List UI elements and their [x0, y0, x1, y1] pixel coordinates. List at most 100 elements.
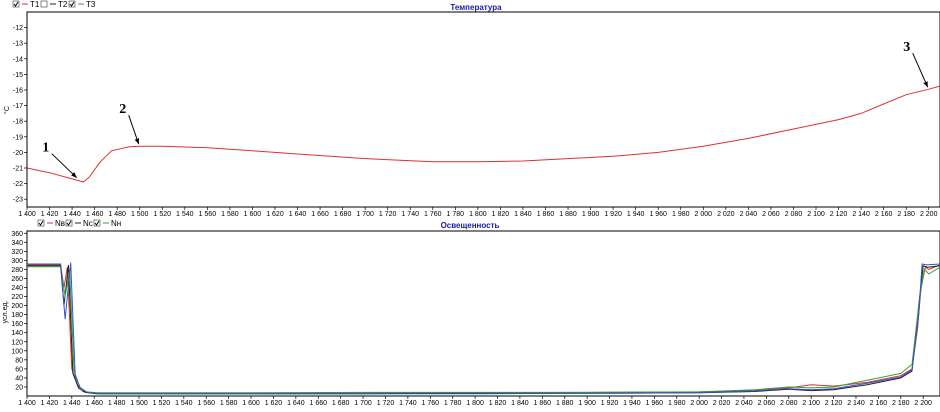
x-tick-label: 1 600: [242, 400, 260, 407]
x-tick-label: 2 180: [897, 211, 915, 218]
legend-checkbox[interactable]: [68, 0, 76, 8]
y-tick-label: 240: [11, 285, 23, 292]
arrowhead-icon: [134, 138, 140, 145]
series-line-nн: [27, 266, 940, 394]
x-tick-label: 2 020: [713, 400, 731, 407]
temperature-series: [26, 85, 940, 183]
x-tick-label: 1 820: [492, 211, 510, 218]
x-tick-label: 1 740: [399, 400, 417, 407]
x-tick-label: 1 580: [220, 400, 238, 407]
x-tick-label: 1 440: [63, 211, 81, 218]
x-tick-label: 1 860: [534, 400, 552, 407]
x-tick-label: 1 440: [63, 400, 81, 407]
legend-item-nн[interactable]: Nн: [93, 219, 121, 228]
x-tick-label: 2 060: [758, 400, 776, 407]
illumination-y-ticks: 360 340 320 300 280 260 240 220 200 180 160 140 120 1…: [11, 231, 27, 391]
x-tick-label: 1 560: [197, 400, 215, 407]
legend-item-nс[interactable]: Nс: [65, 219, 93, 228]
x-tick-label: 2 140: [847, 400, 865, 407]
arrowhead-icon: [71, 172, 77, 178]
legend-item-t1[interactable]: T1: [12, 0, 40, 9]
y-tick-label: 200: [11, 303, 23, 310]
temperature-chart: Температура °C T1 T2 T3 -12 -13 -14 -15 -16 -17…: [3, 0, 940, 218]
temperature-chart-title: Температура: [450, 3, 502, 12]
x-tick-label: 1 880: [556, 400, 574, 407]
annotation-3: 3: [903, 40, 929, 88]
y-tick-label: 360: [11, 231, 23, 238]
x-tick-label: 1 660: [311, 211, 329, 218]
check-icon: [69, 1, 75, 7]
x-tick-label: 1 720: [377, 400, 395, 407]
x-tick-label: 2 000: [690, 400, 708, 407]
annotation-label: 3: [903, 40, 910, 55]
x-tick-label: 1 620: [265, 400, 283, 407]
legend-checkbox[interactable]: [37, 219, 45, 227]
x-tick-label: 2 120: [825, 400, 843, 407]
y-tick-label: -13: [13, 41, 23, 48]
annotation-arrow: [912, 53, 929, 88]
x-tick-label: 2 180: [892, 400, 910, 407]
x-tick-label: 2 040: [735, 400, 753, 407]
x-tick-label: 1 520: [153, 211, 171, 218]
x-tick-label: 2 120: [830, 211, 848, 218]
y-tick-label: 260: [11, 276, 23, 283]
legend-checkbox[interactable]: [93, 219, 101, 227]
x-tick-label: 1 780: [447, 211, 465, 218]
x-tick-label: 2 100: [802, 400, 820, 407]
legend-checkbox[interactable]: [65, 219, 73, 227]
x-tick-label: 1 840: [514, 211, 532, 218]
legend-label: Nв: [55, 219, 65, 228]
legend-item-t2[interactable]: T2: [40, 0, 68, 9]
check-icon: [38, 220, 44, 226]
y-tick-label: -14: [13, 56, 23, 63]
y-tick-label: -12: [13, 25, 23, 32]
illumination-series: [27, 262, 940, 395]
y-tick-label: 80: [15, 357, 23, 364]
legend-label: T1: [30, 0, 40, 9]
x-tick-label: 2 000: [695, 211, 713, 218]
y-tick-label: 180: [11, 312, 23, 319]
x-tick-label: 1 940: [627, 211, 645, 218]
x-tick-label: 1 480: [108, 400, 126, 407]
x-tick-label: 1 900: [578, 400, 596, 407]
x-tick-label: 1 460: [86, 211, 104, 218]
legend-label: Nс: [83, 219, 93, 228]
x-tick-label: 1 760: [422, 400, 440, 407]
series-line-t1: [26, 85, 940, 183]
x-tick-label: 1 640: [289, 211, 307, 218]
x-tick-label: 1 940: [623, 400, 641, 407]
check-icon: [94, 220, 100, 226]
annotation-label: 2: [119, 102, 126, 117]
y-tick-label: 220: [11, 294, 23, 301]
x-tick-label: 1 540: [175, 400, 193, 407]
x-tick-label: 2 160: [875, 211, 893, 218]
legend-item-t3[interactable]: T3: [68, 0, 96, 9]
x-tick-label: 1 400: [18, 400, 36, 407]
x-tick-label: 1 600: [244, 211, 262, 218]
temperature-x-ticks: 1 400 1 420 1 440 1 460 1 480 1 500 1 520 1 540…: [18, 207, 938, 218]
x-tick-label: 1 580: [221, 211, 239, 218]
legend-checkbox[interactable]: [40, 0, 48, 8]
y-tick-label: -15: [13, 72, 23, 79]
x-tick-label: 2 100: [807, 211, 825, 218]
x-tick-label: 1 680: [334, 211, 352, 218]
temperature-legend: T1 T2 T3: [12, 0, 96, 9]
y-tick-label: 280: [11, 267, 23, 274]
x-tick-label: 1 920: [601, 400, 619, 407]
legend-item-nв[interactable]: Nв: [37, 219, 65, 228]
x-tick-label: 1 520: [153, 400, 171, 407]
x-tick-label: 2 040: [740, 211, 758, 218]
illumination-legend: Nв Nс Nн: [37, 219, 121, 228]
x-tick-label: 1 820: [489, 400, 507, 407]
temperature-y-ticks: -12 -13 -14 -15 -16 -17 -18 -19 -20 -21 -22 -23: [13, 25, 27, 204]
x-tick-label: 1 540: [176, 211, 194, 218]
legend-checkbox[interactable]: [12, 0, 20, 8]
y-tick-label: -18: [13, 119, 23, 126]
y-tick-label: 160: [11, 321, 23, 328]
x-tick-label: 1 900: [582, 211, 600, 218]
x-tick-label: 1 980: [668, 400, 686, 407]
x-tick-label: 1 420: [41, 211, 59, 218]
x-tick-label: 1 960: [649, 211, 667, 218]
y-tick-label: -20: [13, 150, 23, 157]
